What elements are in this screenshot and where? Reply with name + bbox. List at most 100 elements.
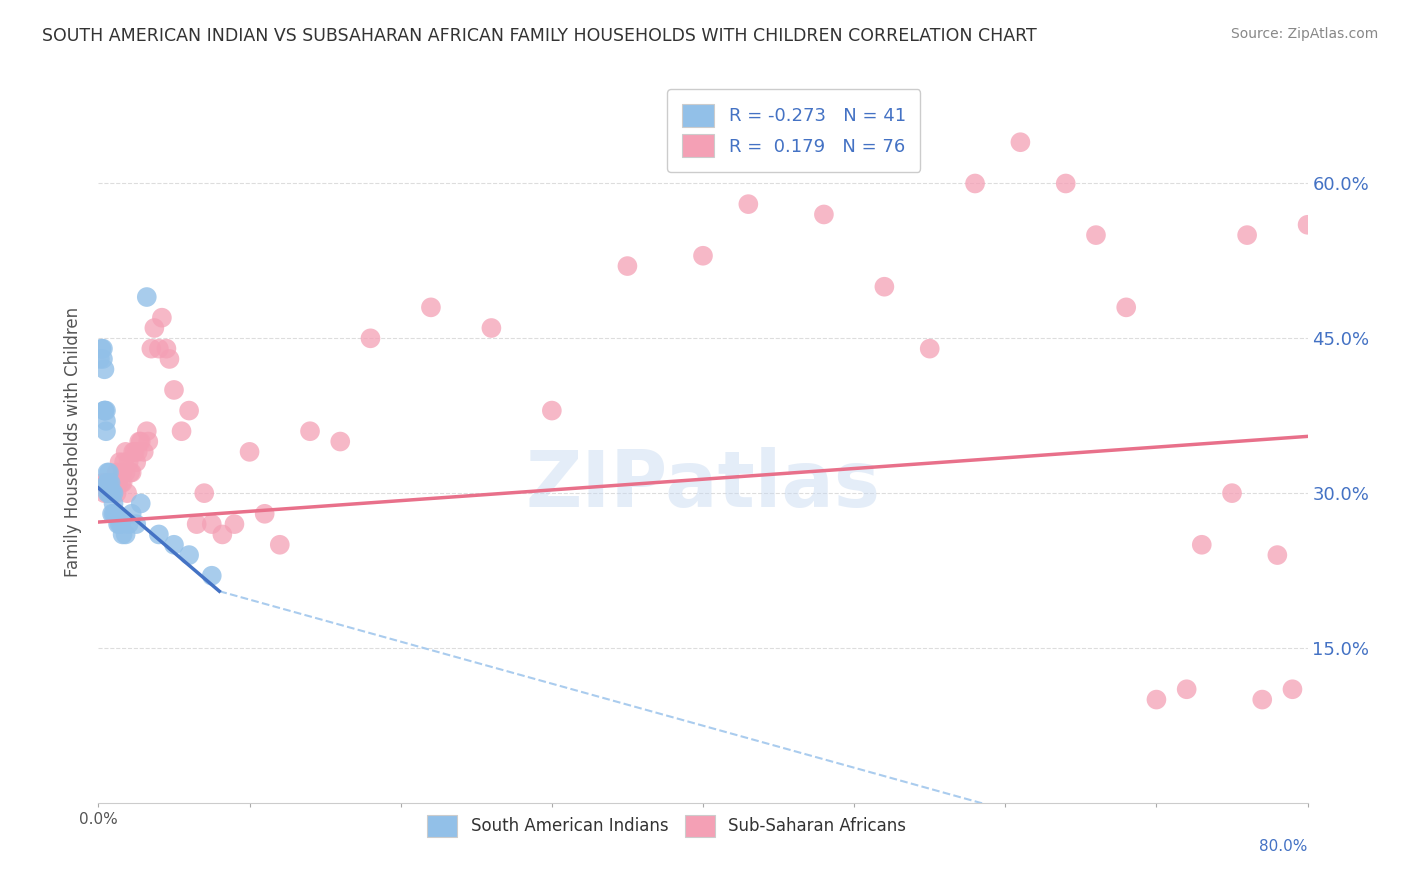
- Point: [299, 424, 322, 438]
- Point: [118, 517, 141, 532]
- Point: [107, 475, 129, 490]
- Point: [269, 538, 291, 552]
- Point: [112, 455, 135, 469]
- Point: [111, 466, 134, 480]
- Point: [104, 475, 127, 490]
- Point: [797, 145, 820, 160]
- Point: [1281, 682, 1303, 697]
- Point: [125, 455, 148, 469]
- Point: [121, 507, 143, 521]
- Legend: South American Indians, Sub-Saharan Africans: South American Indians, Sub-Saharan Afri…: [419, 807, 914, 845]
- Point: [96, 475, 118, 490]
- Point: [107, 517, 129, 532]
- Point: [94, 424, 117, 438]
- Text: Source: ZipAtlas.com: Source: ZipAtlas.com: [1230, 27, 1378, 41]
- Point: [98, 466, 121, 480]
- Point: [91, 351, 114, 366]
- Point: [114, 445, 136, 459]
- Point: [965, 177, 987, 191]
- Point: [103, 507, 125, 521]
- Point: [211, 527, 233, 541]
- Point: [201, 517, 224, 532]
- Point: [96, 475, 118, 490]
- Text: ZIPatlas: ZIPatlas: [526, 447, 880, 523]
- Point: [132, 445, 155, 459]
- Point: [1296, 218, 1319, 232]
- Point: [98, 475, 121, 490]
- Point: [105, 486, 128, 500]
- Point: [1144, 692, 1167, 706]
- Point: [540, 403, 562, 417]
- Text: 80.0%: 80.0%: [1260, 838, 1308, 854]
- Point: [93, 486, 115, 500]
- Point: [90, 342, 112, 356]
- Point: [1191, 538, 1213, 552]
- Point: [100, 475, 122, 490]
- Point: [129, 434, 152, 449]
- Point: [179, 403, 201, 417]
- Point: [128, 434, 150, 449]
- Point: [125, 517, 148, 532]
- Point: [224, 517, 246, 532]
- Point: [163, 538, 186, 552]
- Point: [122, 445, 145, 459]
- Point: [193, 486, 215, 500]
- Point: [201, 568, 224, 582]
- Point: [239, 445, 262, 459]
- Point: [91, 342, 114, 356]
- Point: [127, 445, 149, 459]
- Point: [1175, 682, 1198, 697]
- Point: [110, 517, 132, 532]
- Point: [94, 414, 117, 428]
- Point: [96, 475, 118, 490]
- Point: [103, 475, 125, 490]
- Point: [104, 507, 127, 521]
- Point: [121, 466, 143, 480]
- Point: [114, 466, 136, 480]
- Point: [93, 403, 115, 417]
- Point: [115, 486, 138, 500]
- Point: [143, 321, 166, 335]
- Point: [692, 249, 714, 263]
- Point: [179, 548, 201, 562]
- Point: [98, 486, 121, 500]
- Point: [89, 351, 111, 366]
- Point: [1220, 486, 1243, 500]
- Point: [163, 383, 186, 397]
- Point: [103, 486, 125, 500]
- Point: [94, 475, 117, 490]
- Point: [360, 331, 382, 345]
- Point: [120, 466, 142, 480]
- Point: [159, 351, 181, 366]
- Point: [170, 424, 193, 438]
- Point: [111, 527, 134, 541]
- Text: SOUTH AMERICAN INDIAN VS SUBSAHARAN AFRICAN FAMILY HOUSEHOLDS WITH CHILDREN CORR: SOUTH AMERICAN INDIAN VS SUBSAHARAN AFRI…: [42, 27, 1038, 45]
- Point: [96, 486, 118, 500]
- Point: [420, 301, 443, 315]
- Point: [101, 486, 124, 500]
- Point: [108, 517, 131, 532]
- Point: [100, 486, 122, 500]
- Point: [1236, 228, 1258, 243]
- Point: [1267, 548, 1289, 562]
- Point: [1115, 301, 1137, 315]
- Point: [873, 279, 896, 293]
- Point: [91, 475, 114, 490]
- Point: [105, 466, 128, 480]
- Point: [98, 486, 121, 500]
- Point: [1010, 135, 1032, 149]
- Point: [155, 342, 177, 356]
- Point: [148, 342, 170, 356]
- Point: [1251, 692, 1274, 706]
- Point: [186, 517, 208, 532]
- Point: [737, 197, 759, 211]
- Point: [101, 486, 124, 500]
- Y-axis label: Family Households with Children: Family Households with Children: [65, 307, 83, 576]
- Point: [100, 475, 122, 490]
- Point: [118, 455, 141, 469]
- Point: [253, 507, 276, 521]
- Point: [96, 466, 118, 480]
- Point: [100, 486, 122, 500]
- Point: [136, 434, 159, 449]
- Point: [124, 445, 146, 459]
